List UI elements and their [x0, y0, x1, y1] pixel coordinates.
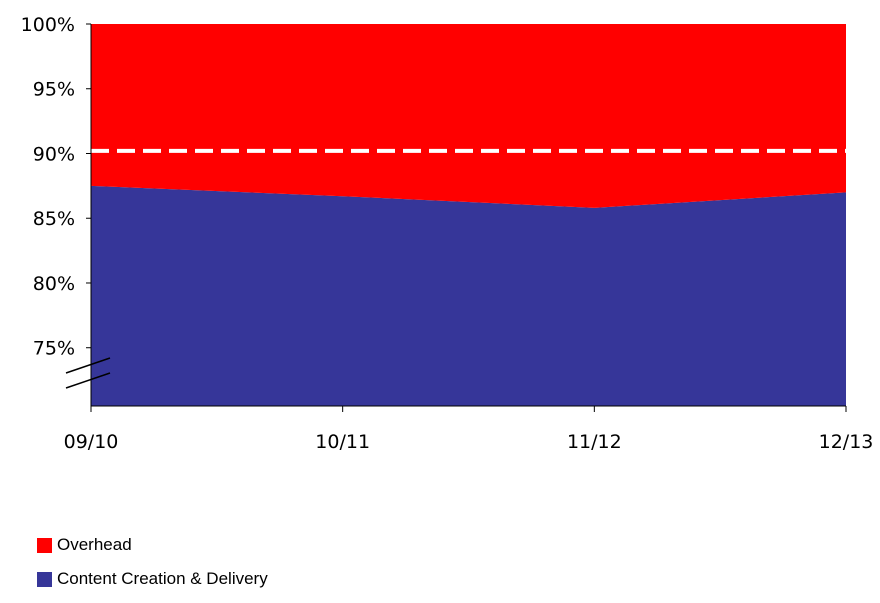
area-overhead: [91, 24, 846, 208]
x-tick-label: 11/12: [567, 431, 622, 453]
axis-break-mark: [65, 372, 111, 389]
stacked-area-chart: 75% 80% 85% 90% 95% 100% 09/10 10/11 11/12 12/13: [21, 14, 874, 453]
legend-label-content: Content Creation & Delivery: [57, 569, 268, 588]
y-tick-label: 80%: [33, 273, 75, 295]
legend-item-overhead: Overhead: [37, 535, 268, 555]
legend: Overhead Content Creation & Delivery: [37, 535, 268, 603]
y-tick-label: 100%: [21, 14, 75, 36]
x-tick-label: 12/13: [819, 431, 874, 453]
chart-axes: [65, 23, 847, 412]
axis-break-mark: [65, 357, 111, 374]
chart-areas: [91, 24, 846, 406]
y-tick-label: 75%: [33, 338, 75, 360]
chart-labels: 75% 80% 85% 90% 95% 100% 09/10 10/11 11/12 12/13: [21, 14, 874, 453]
legend-label-overhead: Overhead: [57, 535, 132, 554]
legend-item-content: Content Creation & Delivery: [37, 569, 268, 589]
legend-swatch-content: [37, 571, 52, 587]
y-tick-label: 85%: [33, 208, 75, 230]
y-tick-label: 90%: [33, 143, 75, 165]
x-tick-label: 10/11: [315, 431, 370, 453]
area-content-creation-delivery: [91, 185, 846, 406]
x-tick-label: 09/10: [64, 431, 119, 453]
y-tick-label: 95%: [33, 79, 75, 101]
legend-swatch-overhead: [37, 537, 52, 553]
